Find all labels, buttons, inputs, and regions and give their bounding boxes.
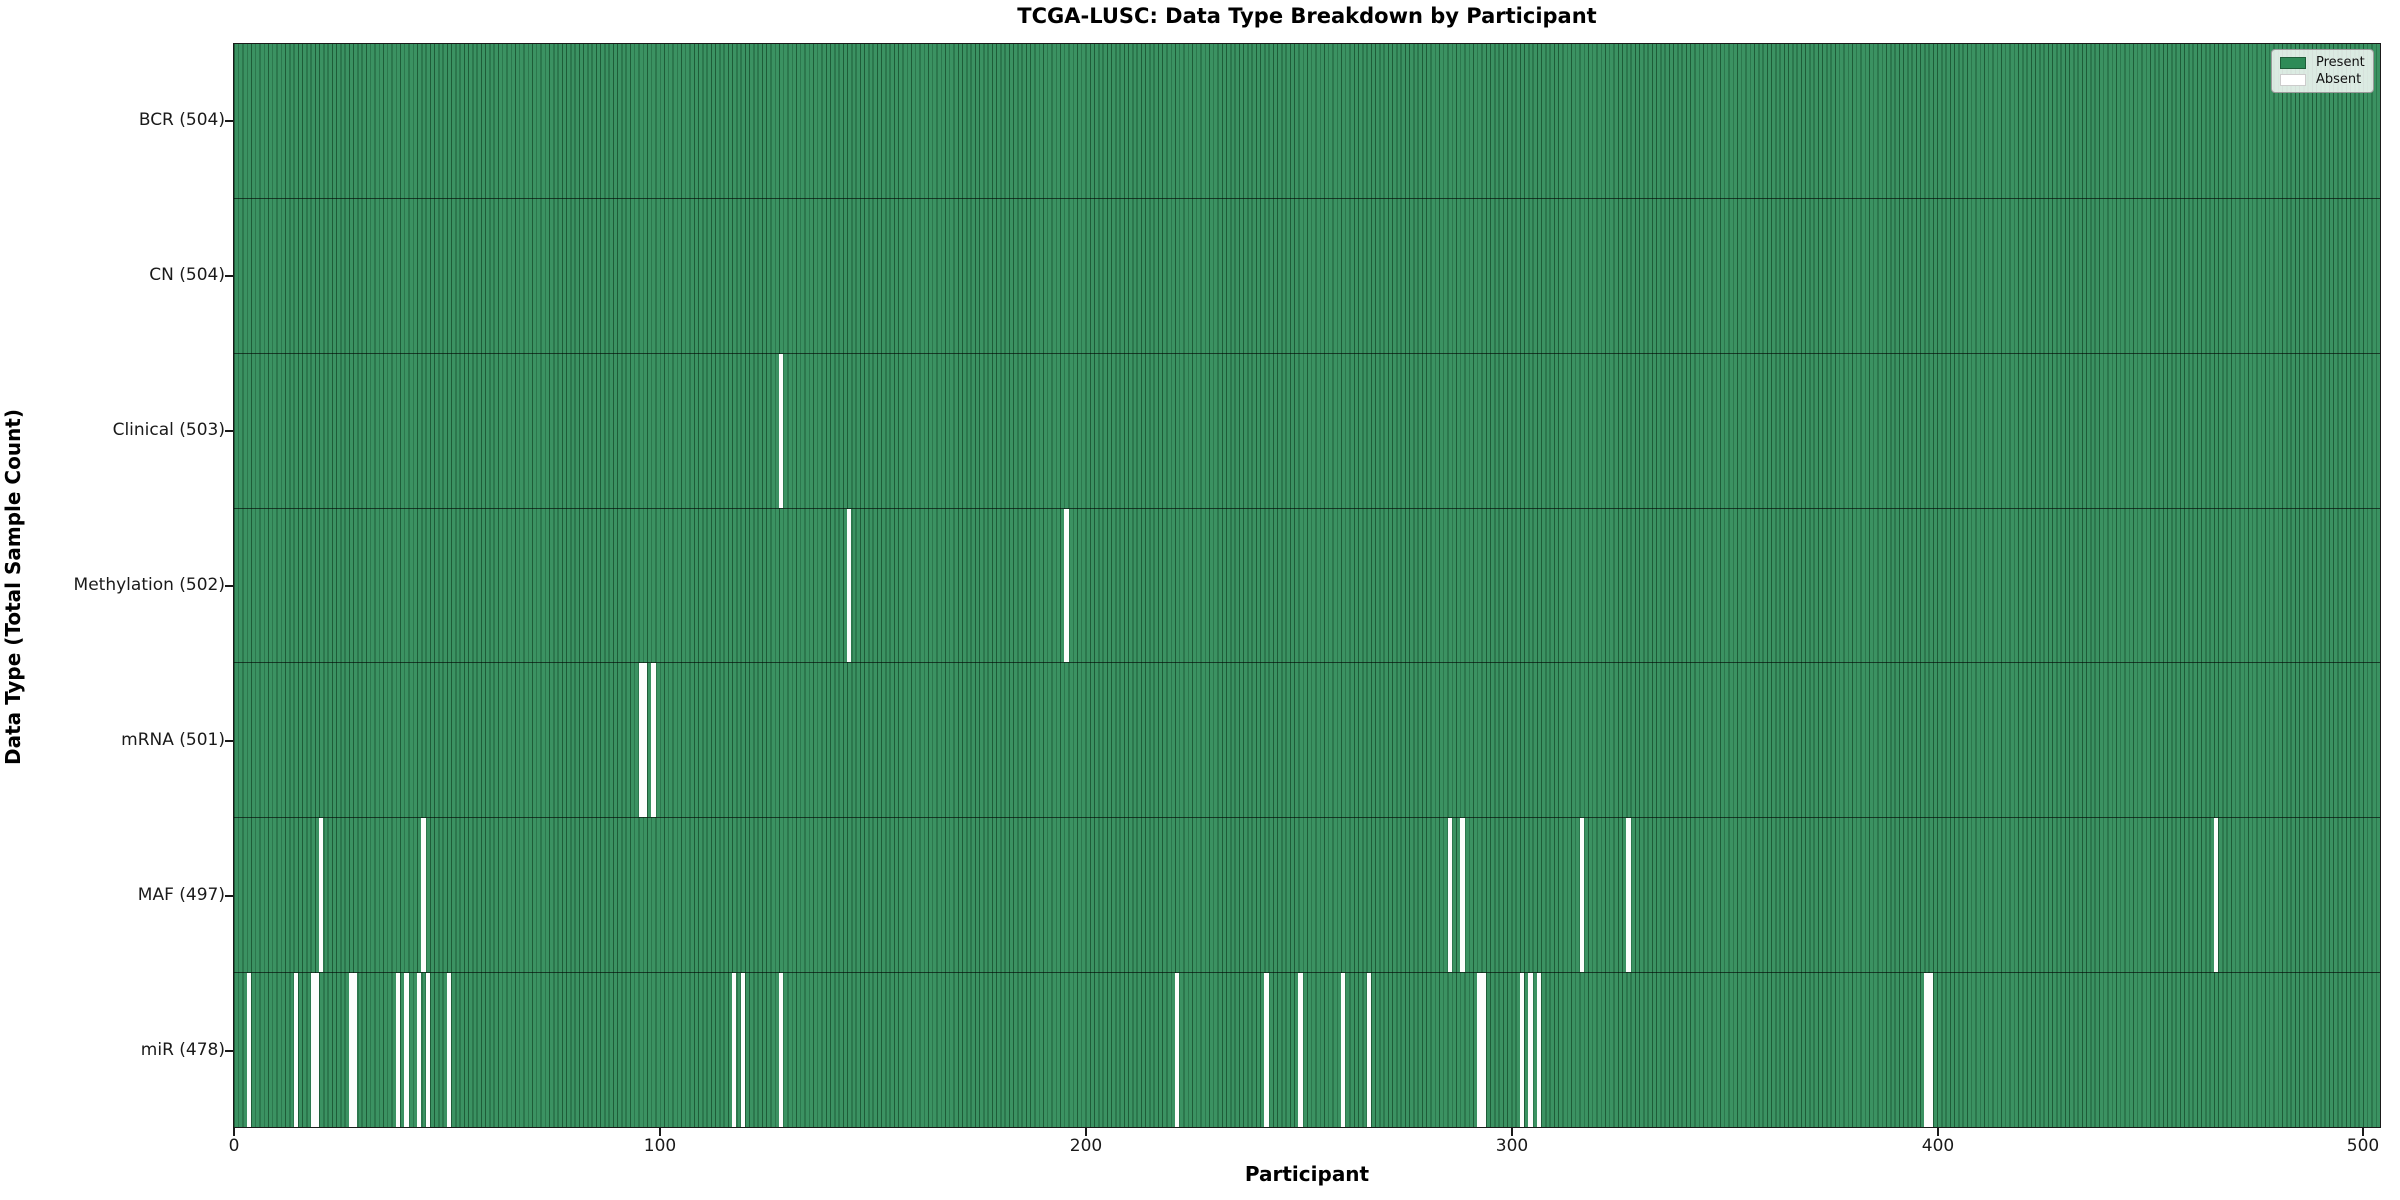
x-tick-label-500: 500 bbox=[2346, 1136, 2380, 1156]
row-band-mir bbox=[234, 972, 2380, 1128]
absent-stripe bbox=[1924, 973, 1929, 1128]
chart-title: TCGA-LUSC: Data Type Breakdown by Partic… bbox=[1017, 4, 1597, 28]
x-axis-label: Participant bbox=[1244, 1162, 1370, 1186]
absent-stripe bbox=[1298, 973, 1303, 1128]
row-band-cn bbox=[234, 197, 2380, 353]
absent-stripe bbox=[1481, 973, 1486, 1128]
absent-stripe bbox=[732, 973, 737, 1128]
absent-stripe bbox=[1626, 818, 1631, 973]
absent-stripe bbox=[1928, 973, 1933, 1128]
absent-stripe bbox=[1579, 818, 1584, 973]
x-tick-mark bbox=[1085, 1128, 1087, 1136]
legend-entry-absent: Absent bbox=[2280, 71, 2365, 87]
x-tick-label-300: 300 bbox=[1495, 1136, 1529, 1156]
row-band-maf bbox=[234, 817, 2380, 973]
absent-stripe bbox=[314, 973, 320, 1128]
y-tick-mark bbox=[225, 1050, 233, 1052]
y-tick-label-maf: MAF (497) bbox=[137, 885, 225, 905]
row-band-mrna bbox=[234, 662, 2380, 818]
row-band-clinical bbox=[234, 352, 2380, 508]
y-tick-mark bbox=[225, 120, 233, 122]
absent-stripe bbox=[348, 973, 354, 1128]
y-tick-label-mir: miR (478) bbox=[140, 1040, 225, 1060]
y-tick-label-clinical: Clinical (503) bbox=[112, 420, 225, 440]
absent-stripe bbox=[425, 973, 430, 1128]
absent-stripe bbox=[293, 973, 298, 1128]
x-tick-label-400: 400 bbox=[1921, 1136, 1955, 1156]
absent-stripe bbox=[779, 353, 784, 508]
absent-stripe bbox=[651, 663, 656, 818]
y-tick-mark bbox=[225, 740, 233, 742]
y-tick-label-bcr: BCR (504) bbox=[138, 110, 225, 130]
absent-stripe bbox=[404, 973, 409, 1128]
legend-label-present: Present bbox=[2316, 54, 2365, 70]
absent-stripe bbox=[310, 973, 315, 1128]
y-tick-mark bbox=[225, 895, 233, 897]
y-tick-label-cn: CN (504) bbox=[149, 265, 225, 285]
absent-stripe bbox=[740, 973, 745, 1128]
plot-area bbox=[233, 43, 2381, 1128]
absent-stripe bbox=[1519, 973, 1525, 1128]
absent-stripe bbox=[1528, 973, 1533, 1128]
absent-stripe bbox=[353, 973, 358, 1128]
absent-stripe bbox=[1175, 973, 1180, 1128]
absent-stripe bbox=[417, 973, 422, 1128]
absent-stripe bbox=[1477, 973, 1482, 1128]
x-tick-mark bbox=[1937, 1128, 1939, 1136]
absent-stripe bbox=[1264, 973, 1269, 1128]
absent-swatch-icon bbox=[2280, 73, 2306, 86]
y-tick-mark bbox=[225, 275, 233, 277]
y-tick-label-mrna: mRNA (501) bbox=[121, 730, 225, 750]
absent-stripe bbox=[1341, 973, 1346, 1128]
absent-stripe bbox=[2213, 818, 2219, 973]
absent-stripe bbox=[1447, 818, 1452, 973]
absent-stripe bbox=[1064, 508, 1069, 663]
absent-stripe bbox=[779, 973, 784, 1128]
legend-label-absent: Absent bbox=[2316, 71, 2362, 87]
legend-entry-present: Present bbox=[2280, 54, 2365, 70]
absent-stripe bbox=[638, 663, 643, 818]
absent-stripe bbox=[395, 973, 401, 1128]
row-band-bcr bbox=[234, 44, 2380, 198]
x-tick-mark bbox=[2362, 1128, 2364, 1136]
x-tick-label-100: 100 bbox=[643, 1136, 677, 1156]
x-tick-label-200: 200 bbox=[1069, 1136, 1103, 1156]
row-band-methylation bbox=[234, 507, 2380, 663]
absent-stripe bbox=[421, 818, 426, 973]
y-tick-label-methylation: Methylation (502) bbox=[73, 575, 225, 595]
absent-stripe bbox=[319, 818, 324, 973]
absent-stripe bbox=[1460, 818, 1465, 973]
present-swatch-icon bbox=[2280, 56, 2306, 69]
x-tick-label-0: 0 bbox=[228, 1136, 240, 1156]
absent-stripe bbox=[847, 508, 852, 663]
absent-stripe bbox=[246, 973, 252, 1128]
x-tick-mark bbox=[1511, 1128, 1513, 1136]
x-tick-mark bbox=[233, 1128, 235, 1136]
legend: Present Absent bbox=[2271, 49, 2374, 93]
absent-stripe bbox=[1366, 973, 1371, 1128]
absent-stripe bbox=[446, 973, 452, 1128]
y-tick-mark bbox=[225, 430, 233, 432]
absent-stripe bbox=[1536, 973, 1542, 1128]
x-tick-mark bbox=[659, 1128, 661, 1136]
absent-stripe bbox=[642, 663, 647, 818]
y-tick-mark bbox=[225, 585, 233, 587]
